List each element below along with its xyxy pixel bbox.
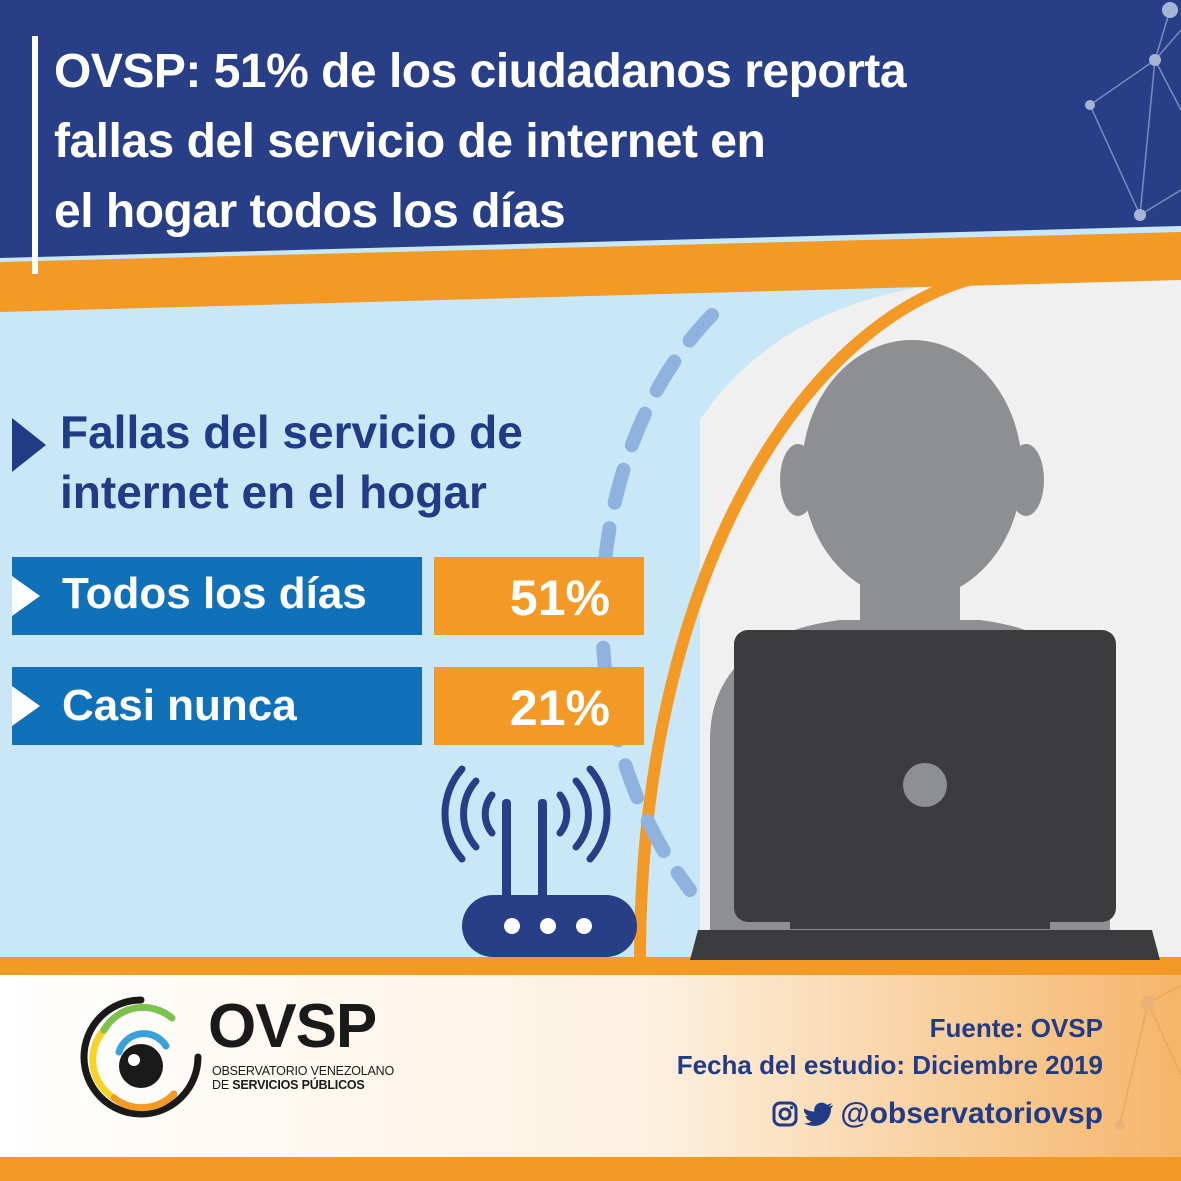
social-handle[interactable]: @observatoriovsp <box>840 1097 1103 1130</box>
row-arrow-icon <box>12 576 40 616</box>
logo-subtitle-bold: SERVICIOS PÚBLICOS <box>232 1078 365 1092</box>
section-title-line-1: Fallas del servicio de <box>60 406 523 458</box>
stat-row-2-label: Casi nunca <box>62 681 297 730</box>
stat-row-1-label: Todos los días <box>62 569 367 618</box>
logo-text: OVSP <box>208 992 377 1061</box>
stat-row-1-value-box <box>434 557 644 635</box>
stat-row-1-label-box <box>12 557 422 635</box>
row-arrow-icon <box>12 686 40 726</box>
instagram-icon[interactable] <box>772 1101 798 1127</box>
stat-row-2-label-box <box>12 667 422 745</box>
headline-line-2: fallas del servicio de internet en <box>54 115 766 168</box>
triangle-bullet-icon <box>12 418 46 472</box>
social-row: @observatoriovsp <box>772 1096 1103 1132</box>
twitter-icon[interactable] <box>804 1101 834 1127</box>
source-text: Fuente: OVSP <box>929 1013 1103 1043</box>
network-lines-decoration <box>1115 984 1181 1130</box>
study-date-text: Fecha del estudio: Diciembre 2019 <box>676 1050 1103 1080</box>
network-lines-decoration <box>1085 2 1181 221</box>
stat-row-2-value-box <box>434 667 644 745</box>
logo-subtitle-prefix: DE <box>212 1078 233 1092</box>
stat-row-2-value: 21% <box>509 680 610 736</box>
section-title-line-2: internet en el hogar <box>60 466 487 518</box>
laptop-icon <box>690 630 1160 960</box>
logo-subtitle-line-1: OBSERVATORIO VENEZOLANO <box>212 1064 395 1078</box>
headline-line-3: el hogar todos los días <box>54 185 566 238</box>
ovsp-logo-mark <box>80 996 202 1118</box>
stat-row-1-value: 51% <box>509 570 610 626</box>
wifi-router-icon <box>441 765 637 957</box>
logo-subtitle-line-2: DE SERVICIOS PÚBLICOS <box>212 1078 365 1092</box>
headline-line-1: OVSP: 51% de los ciudadanos reporta <box>54 45 907 98</box>
